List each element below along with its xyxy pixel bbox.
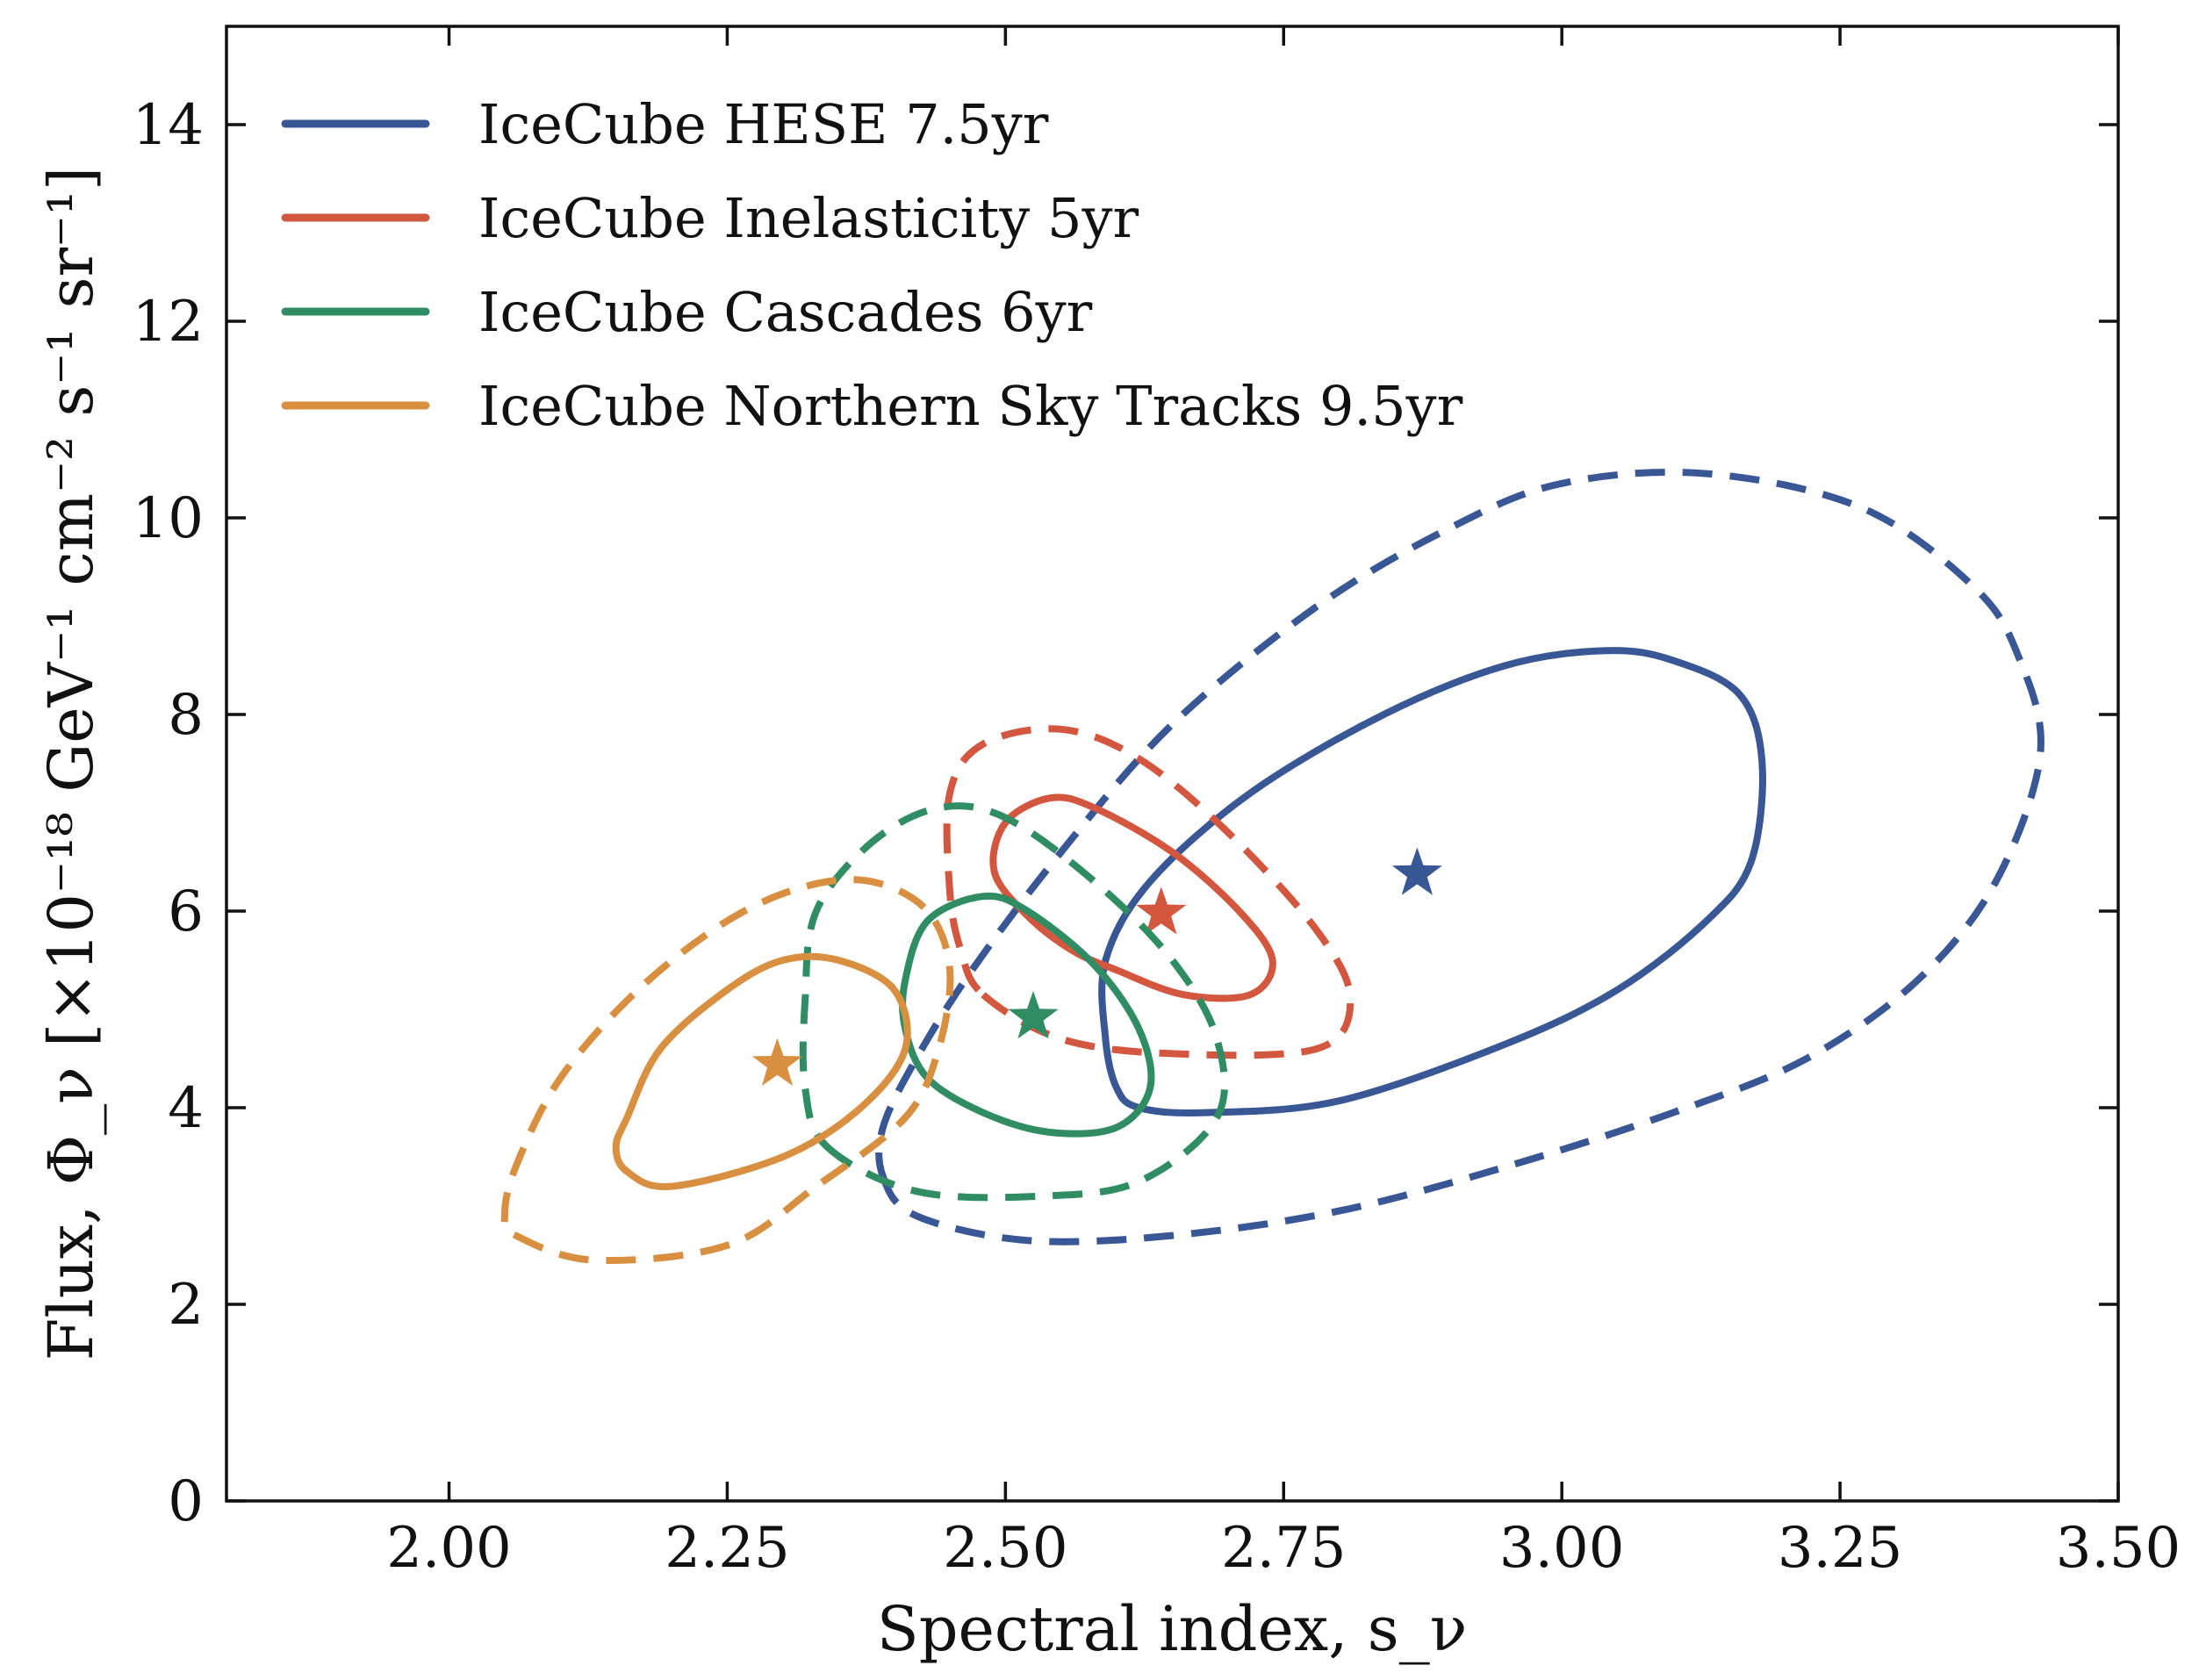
legend-label: IceCube Cascades 6yr [478, 280, 1093, 344]
inelasticity-contour-inner-solid [989, 793, 1276, 1002]
x-tick-label: 2.00 [386, 1516, 512, 1581]
tick-layer [226, 26, 2120, 1503]
cascades-best-fit-star [1008, 991, 1059, 1039]
legend: IceCube HESE 7.5yr IceCube Inelasticity … [281, 92, 1463, 438]
y-tick-label: 4 [168, 1076, 204, 1141]
x-tick-label: 2.25 [665, 1516, 790, 1581]
y-tick-label: 2 [168, 1273, 204, 1338]
y-tick-label: 8 [168, 683, 204, 748]
plot-frame [225, 25, 2120, 1503]
legend-label: IceCube HESE 7.5yr [478, 92, 1049, 156]
y-tick-label: 14 [133, 93, 204, 158]
y-axis-label: Flux, Φ_ν [×10⁻¹⁸ GeV⁻¹ cm⁻² s⁻¹ sr⁻¹] [35, 167, 107, 1361]
legend-entry-cascades: IceCube Cascades 6yr [281, 280, 1093, 344]
legend-label: IceCube Northern Sky Tracks 9.5yr [478, 374, 1463, 438]
y-tick-label: 12 [133, 290, 204, 355]
y-tick-label: 10 [133, 486, 204, 551]
legend-label: IceCube Inelasticity 5yr [478, 186, 1139, 250]
inelasticity-contour-outer-dashed [943, 725, 1354, 1059]
cascades-contour-inner-solid [899, 892, 1155, 1138]
tracks-contour-outer-dashed [500, 876, 954, 1264]
y-tick-label: 0 [168, 1469, 204, 1534]
series-inelasticity [943, 725, 1354, 1059]
series-tracks [500, 876, 954, 1264]
inelasticity-best-fit-star [1136, 887, 1187, 935]
contour-layer [500, 468, 2044, 1264]
y-tick-labels: 0 2 4 6 8 10 12 14 [133, 93, 204, 1534]
legend-entry-tracks: IceCube Northern Sky Tracks 9.5yr [281, 374, 1463, 438]
x-tick-label: 2.75 [1221, 1516, 1347, 1581]
y-tick-label: 6 [168, 879, 204, 944]
x-axis-label: Spectral index, s_ν [877, 1593, 1468, 1665]
hese-best-fit-star [1391, 847, 1442, 895]
tracks-best-fit-star [752, 1037, 802, 1086]
legend-entry-hese: IceCube HESE 7.5yr [281, 92, 1049, 156]
x-tick-label: 3.00 [1499, 1516, 1625, 1581]
hese-contour-inner-solid [1098, 647, 1766, 1116]
x-tick-label: 3.50 [2056, 1516, 2181, 1581]
x-tick-labels: 2.00 2.25 2.50 2.75 3.00 3.25 3.50 [386, 1516, 2181, 1581]
legend-entry-inelasticity: IceCube Inelasticity 5yr [281, 186, 1139, 250]
tracks-contour-inner-solid [612, 952, 911, 1190]
x-tick-label: 2.50 [943, 1516, 1068, 1581]
x-tick-label: 3.25 [1778, 1516, 1903, 1581]
